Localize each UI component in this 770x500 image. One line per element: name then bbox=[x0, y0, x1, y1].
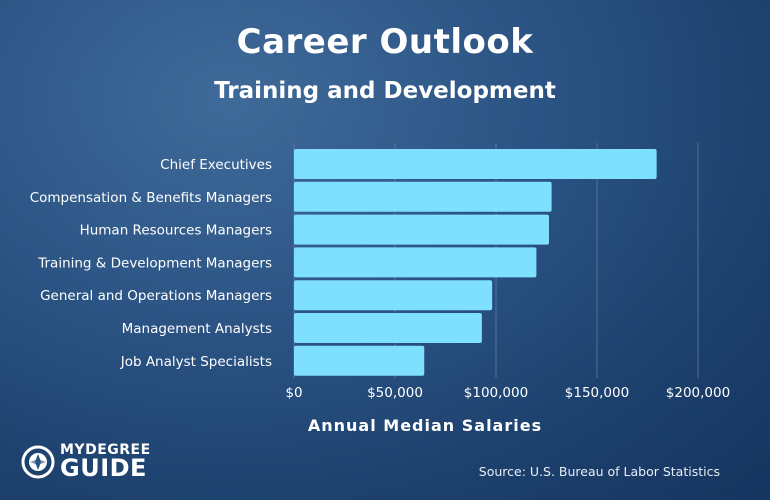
x-axis-label: Annual Median Salaries bbox=[307, 416, 543, 435]
x-tick-label: $100,000 bbox=[464, 385, 528, 401]
bar bbox=[294, 247, 537, 278]
x-tick-label: $200,000 bbox=[666, 385, 730, 401]
category-label: Chief Executives bbox=[160, 157, 272, 173]
bar bbox=[294, 345, 425, 376]
logo: MYDEGREE GUIDE bbox=[20, 440, 180, 484]
category-label: Compensation & Benefits Managers bbox=[30, 190, 272, 206]
logo-text-top: MYDEGREE bbox=[60, 442, 151, 458]
source-note: Source: U.S. Bureau of Labor Statistics bbox=[478, 464, 720, 479]
category-label: General and Operations Managers bbox=[40, 288, 272, 304]
x-tick-label: $0 bbox=[285, 385, 302, 401]
x-tick-label: $150,000 bbox=[565, 385, 629, 401]
category-label: Training & Development Managers bbox=[37, 255, 272, 271]
bar bbox=[294, 313, 482, 343]
bar bbox=[294, 149, 657, 179]
category-label: Job Analyst Specialists bbox=[120, 354, 272, 370]
compass-icon bbox=[21, 445, 55, 479]
x-tick-label: $50,000 bbox=[367, 385, 423, 401]
chart-title: Career Outlook bbox=[236, 22, 534, 62]
category-label: Management Analysts bbox=[122, 321, 272, 337]
bar bbox=[294, 214, 549, 245]
bar bbox=[294, 181, 552, 212]
category-label: Human Resources Managers bbox=[80, 223, 272, 239]
chart-subtitle: Training and Development bbox=[214, 78, 556, 104]
bar bbox=[294, 280, 493, 311]
logo-text-bottom: GUIDE bbox=[60, 454, 147, 482]
